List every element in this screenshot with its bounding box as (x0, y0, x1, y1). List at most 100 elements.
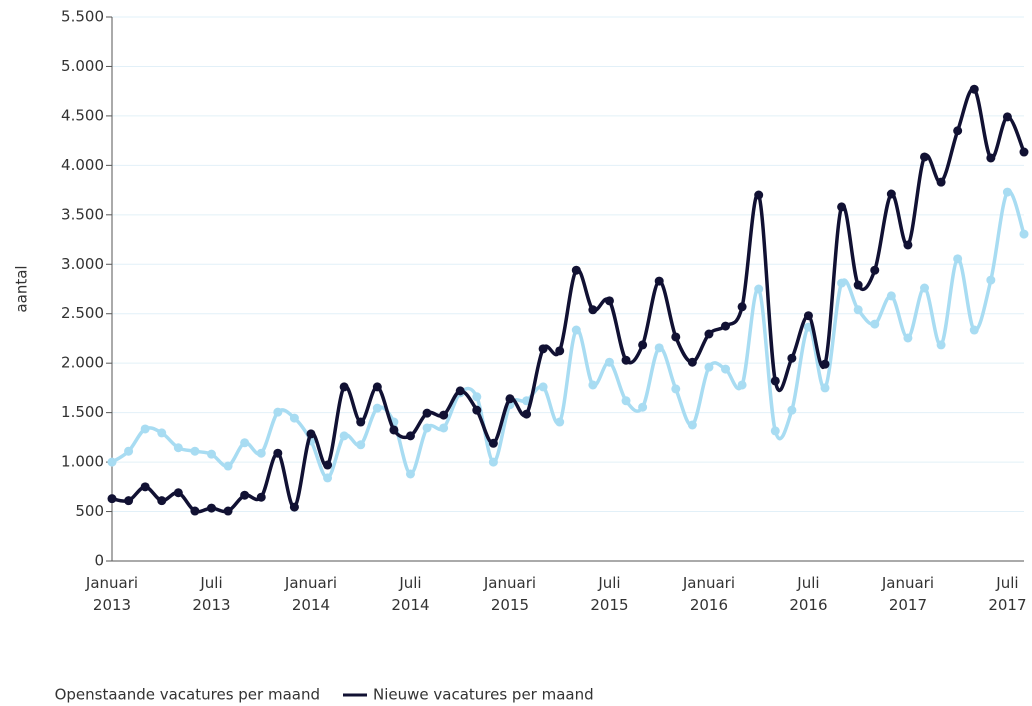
point (472, 392, 482, 402)
point (820, 383, 830, 393)
point (687, 357, 697, 367)
point (770, 426, 780, 436)
point (903, 333, 913, 343)
x-tick-label-month: Januari (881, 574, 934, 592)
x-tick-label-month: Juli (398, 574, 421, 592)
x-tick-label-year: 2016 (789, 596, 827, 614)
point (936, 177, 946, 187)
point (124, 496, 134, 506)
x-tick-label-year: 2014 (391, 596, 429, 614)
point (721, 321, 731, 331)
point (190, 506, 200, 516)
point (837, 202, 847, 212)
point (920, 152, 930, 162)
point (571, 265, 581, 275)
point (903, 240, 913, 250)
point (223, 506, 233, 516)
x-tick-label-year: 2015 (590, 596, 628, 614)
point (1002, 187, 1012, 197)
point (986, 275, 996, 285)
x-tick-label-month: Juli (597, 574, 620, 592)
point (356, 440, 366, 450)
y-tick-label: 4.000 (61, 156, 104, 174)
point (803, 311, 813, 321)
point (522, 409, 532, 419)
point (870, 265, 880, 275)
point (969, 325, 979, 335)
y-tick-label: 2.000 (61, 354, 104, 372)
point (820, 359, 830, 369)
point (687, 420, 697, 430)
point (439, 410, 449, 420)
x-tick-label-year: 2014 (292, 596, 330, 614)
point (870, 319, 880, 329)
point (787, 405, 797, 415)
point (323, 460, 333, 470)
point (604, 296, 614, 306)
y-axis-label: aantal (13, 265, 31, 312)
point (372, 403, 382, 413)
point (289, 413, 299, 423)
point (737, 302, 747, 312)
point (455, 386, 465, 396)
point (737, 380, 747, 390)
point (339, 382, 349, 392)
point (173, 443, 183, 453)
series-line (111, 189, 1026, 480)
point (638, 340, 648, 350)
point (969, 84, 979, 94)
x-tick-label: Januari 2016 (682, 574, 735, 614)
point (604, 357, 614, 367)
point (654, 343, 664, 353)
point (273, 448, 283, 458)
point (671, 332, 681, 342)
point (124, 446, 134, 456)
point (704, 329, 714, 339)
x-tick-label-month: Juli (995, 574, 1018, 592)
point (306, 429, 316, 439)
y-tick-label: 3.500 (61, 205, 104, 223)
x-tick-label: Juli 2014 (391, 574, 429, 614)
point (1002, 112, 1012, 122)
point (289, 502, 299, 512)
point (223, 461, 233, 471)
x-tick-label: Januari 2017 (881, 574, 934, 614)
x-tick-label-year: 2017 (988, 596, 1026, 614)
point (488, 457, 498, 467)
x-tick-label-month: Januari (682, 574, 735, 592)
x-tick-label: Juli 2017 (988, 574, 1026, 614)
point (372, 382, 382, 392)
point (256, 448, 266, 458)
point (206, 503, 216, 513)
point (1019, 229, 1029, 239)
point (173, 488, 183, 498)
point (953, 254, 963, 264)
point (339, 431, 349, 441)
point (273, 407, 283, 417)
point (157, 428, 167, 438)
point (472, 405, 482, 415)
y-tick-label: 500 (75, 502, 104, 520)
x-tick-label: Juli 2013 (192, 574, 230, 614)
point (107, 457, 117, 467)
x-tick-label-month: Juli (199, 574, 222, 592)
x-tick-label-month: Januari (85, 574, 138, 592)
point (107, 494, 117, 504)
point (356, 417, 366, 427)
point (986, 153, 996, 163)
point (920, 283, 930, 293)
point (953, 126, 963, 136)
x-tick-label: Januari 2015 (483, 574, 536, 614)
x-tick-label-month: Januari (483, 574, 536, 592)
x-tick-label-year: 2015 (491, 596, 529, 614)
point (157, 496, 167, 506)
x-tick-label-month: Januari (284, 574, 337, 592)
y-tick-label: 1.000 (61, 453, 104, 471)
x-tick-label: Juli 2015 (590, 574, 628, 614)
point (422, 423, 432, 433)
point (439, 423, 449, 433)
point (405, 431, 415, 441)
x-tick-label-year: 2016 (690, 596, 728, 614)
